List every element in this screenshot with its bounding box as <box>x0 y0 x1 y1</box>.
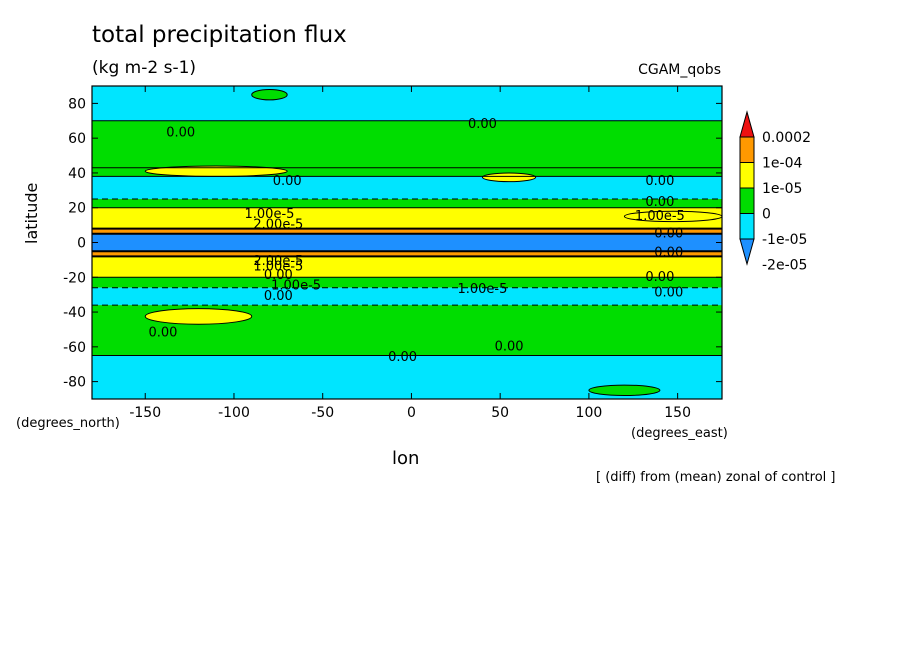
x-axis-unit: (degrees_east) <box>631 426 728 441</box>
lat-band-9 <box>92 256 722 278</box>
y-tick-label: 80 <box>68 96 86 112</box>
contour-label: 0.00 <box>654 226 683 241</box>
comparison-note: [ (diff) from (mean) zonal of control ] <box>596 470 836 485</box>
colorbar-label: -2e-05 <box>762 258 807 274</box>
y-tick-label: -20 <box>63 270 86 286</box>
contour-label: 2.00e-5 <box>253 254 303 269</box>
contour-label: 0.00 <box>166 125 195 140</box>
lat-band-11 <box>92 287 722 306</box>
y-tick-label: 20 <box>68 201 86 217</box>
colorbar-bottom-arrow <box>739 238 755 266</box>
patch-3 <box>481 172 537 183</box>
contour-label: 0.00 <box>273 174 302 189</box>
patch-0 <box>144 308 253 325</box>
contour-label: 0.00 <box>264 268 293 283</box>
lat-band-2 <box>92 167 722 177</box>
contour-label: 0.00 <box>645 270 674 285</box>
contour-label: 1.00e-5 <box>245 207 295 222</box>
x-tick-label: -100 <box>218 405 250 421</box>
chart-units: (kg m-2 s-1) <box>92 58 197 78</box>
x-tick-label: 50 <box>491 405 509 421</box>
contour-label: 1.00e-5 <box>635 209 685 224</box>
contour-label: 2.00e-5 <box>253 218 303 233</box>
colorbar-top-arrow <box>739 110 755 138</box>
lat-band-4 <box>92 199 722 208</box>
colorbar-box <box>739 136 755 163</box>
colorbar-label: -1e-05 <box>762 232 807 248</box>
y-tick-label: -60 <box>63 340 86 356</box>
y-axis-unit: (degrees_north) <box>16 416 120 431</box>
contour-label: 0.00 <box>495 339 524 354</box>
colorbar-box <box>739 162 755 189</box>
y-tick-label: -40 <box>63 305 86 321</box>
x-axis-label: lon <box>392 448 420 469</box>
contour-label: 1.00e-5 <box>457 282 507 297</box>
lat-band-5 <box>92 207 722 229</box>
lat-band-8 <box>92 251 722 257</box>
y-tick-label: -80 <box>63 375 86 391</box>
y-tick-label: 40 <box>68 166 86 182</box>
contour-label: 1.00e-5 <box>253 259 303 274</box>
lat-band-3 <box>92 176 722 200</box>
x-tick-label: -50 <box>311 405 334 421</box>
contour-label: 0.00 <box>654 245 683 260</box>
colorbar-box <box>739 213 755 240</box>
colorbar-label: 1e-05 <box>762 181 802 197</box>
y-tick-label: 60 <box>68 131 86 147</box>
lat-band-7 <box>92 233 722 252</box>
lat-band-10 <box>92 277 722 288</box>
colorbar-label: 0 <box>762 207 771 223</box>
colorbar-label: 0.0002 <box>762 130 811 146</box>
contour-label: 1.00e-5 <box>271 278 321 293</box>
x-tick-label: -150 <box>129 405 161 421</box>
patch-5 <box>251 88 288 101</box>
patch-2 <box>623 210 722 223</box>
contour-label: 0.00 <box>264 289 293 304</box>
contour-label: 0.00 <box>654 285 683 300</box>
contour-label: 0.00 <box>645 174 674 189</box>
x-tick-label: 150 <box>664 405 691 421</box>
chart-title: total precipitation flux <box>92 22 347 48</box>
colorbar-label: 1e-04 <box>762 156 802 172</box>
lat-band-6 <box>92 228 722 234</box>
colorbar-box <box>739 187 755 214</box>
contour-label: 0.00 <box>468 117 497 132</box>
lat-band-1 <box>92 120 722 168</box>
contour-label: 0.00 <box>149 325 178 340</box>
x-tick-label: 0 <box>407 405 416 421</box>
run-label: CGAM_qobs <box>638 62 721 78</box>
contour-label: 0.00 <box>388 350 417 365</box>
contour-label: 0.00 <box>645 195 674 210</box>
patch-4 <box>588 384 661 397</box>
y-tick-label: 0 <box>77 236 86 252</box>
lat-band-0 <box>92 86 722 121</box>
x-tick-label: 100 <box>576 405 603 421</box>
